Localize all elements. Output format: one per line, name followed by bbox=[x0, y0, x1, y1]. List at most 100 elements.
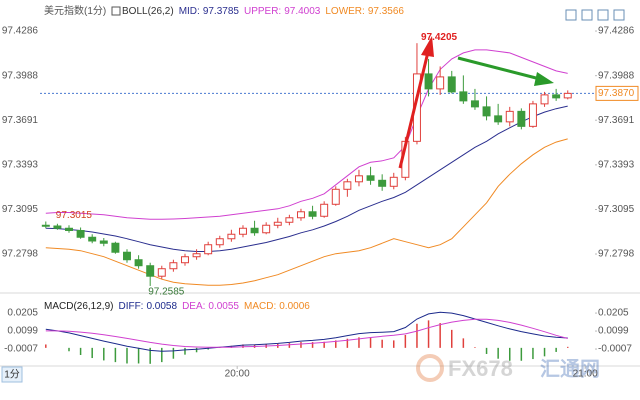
annotation-arrows bbox=[398, 36, 554, 169]
y-tick-label-right: 97.3691 bbox=[598, 115, 635, 126]
candle-body bbox=[552, 94, 561, 99]
candle-body bbox=[250, 227, 259, 234]
y-tick-label-right: 97.3095 bbox=[598, 204, 635, 215]
candle-body bbox=[470, 100, 479, 108]
watermark-brand: FX678 bbox=[448, 356, 513, 381]
price-label-box bbox=[595, 85, 639, 101]
candle-body bbox=[389, 176, 398, 187]
candle-body bbox=[447, 76, 456, 93]
y-tick-label: 97.3393 bbox=[2, 160, 39, 171]
red-arrow-head bbox=[421, 36, 434, 57]
legend-name: UPPER: bbox=[244, 6, 281, 17]
y-tick-label: -0.0007 bbox=[4, 344, 38, 355]
candle-body bbox=[273, 221, 282, 226]
candle-body bbox=[169, 262, 178, 270]
legend-value: 97.3566 bbox=[368, 6, 405, 17]
candle-body bbox=[215, 238, 224, 246]
legend-name: MID: bbox=[179, 6, 200, 17]
green-arrow bbox=[457, 56, 541, 81]
line-series bbox=[45, 318, 568, 348]
legend-value: 0.0058 bbox=[146, 301, 177, 312]
candle-body bbox=[181, 256, 189, 264]
candle-body bbox=[76, 230, 85, 238]
green-arrow-head bbox=[534, 72, 554, 86]
line-series bbox=[45, 105, 568, 252]
legend-name: DEA: bbox=[182, 301, 205, 312]
candle-body bbox=[331, 188, 340, 205]
candle-body bbox=[146, 265, 155, 277]
legend-value: 0.0055 bbox=[208, 301, 239, 312]
candle-body bbox=[262, 224, 271, 234]
indicator-name: BOLL(26,2) bbox=[122, 6, 174, 17]
candle-body bbox=[134, 259, 143, 267]
candle-body bbox=[204, 244, 213, 255]
icon[interactable] bbox=[613, 9, 625, 21]
candle-body bbox=[517, 110, 526, 127]
price-label: 97.3870 bbox=[598, 88, 635, 99]
watermark-name: 汇通网 bbox=[540, 357, 600, 380]
candle-body bbox=[88, 236, 97, 242]
legend-value: 97.4003 bbox=[284, 6, 321, 17]
candle-body bbox=[343, 181, 352, 190]
high-annotation: 97.4205 bbox=[421, 32, 458, 43]
panel-title: MACD(26,12,9) bbox=[44, 301, 113, 312]
candle-body bbox=[123, 251, 131, 261]
candle-body bbox=[285, 217, 294, 223]
candle-body bbox=[157, 268, 166, 277]
panel-header: MACD(26,12,9) DIFF: 0.0058 DEA: 0.0055 MACD: 0… bbox=[44, 301, 310, 312]
y-tick-label: 0.0205 bbox=[7, 308, 38, 319]
y-tick-label-right: 97.3988 bbox=[598, 70, 635, 81]
candle-body bbox=[192, 253, 201, 258]
period-button-label[interactable]: 1分 bbox=[4, 369, 20, 381]
panel-header: 美元指数(1分) BOLL(26,2) MID: 97.3785 UPPER: 97.40… bbox=[44, 4, 404, 17]
icon[interactable] bbox=[565, 9, 577, 21]
y-tick-label: 97.3691 bbox=[2, 115, 39, 126]
candle-body bbox=[366, 175, 375, 181]
icon[interactable] bbox=[581, 9, 593, 21]
start-annotation: 97.3015 bbox=[56, 210, 93, 221]
line-series bbox=[45, 311, 568, 352]
watermark-logo bbox=[416, 354, 444, 382]
y-tick-label: 97.4286 bbox=[2, 26, 39, 37]
y-tick-label: 97.2798 bbox=[2, 249, 39, 260]
x-tick-label: 21:00 bbox=[573, 369, 598, 380]
y-tick-label-right: 97.2798 bbox=[598, 249, 635, 260]
y-tick-label-right: 0.0099 bbox=[598, 326, 629, 337]
candle-body bbox=[238, 227, 247, 235]
x-tick-label: 20:00 bbox=[225, 369, 250, 380]
candle-body bbox=[482, 106, 491, 117]
watermark: FX678 汇通网 bbox=[416, 354, 600, 382]
candle-body bbox=[320, 203, 329, 217]
red-arrow bbox=[398, 51, 430, 169]
y-tick-label-right: -0.0007 bbox=[598, 344, 632, 355]
candle-body bbox=[53, 225, 62, 229]
legend-name: LOWER: bbox=[325, 6, 364, 17]
candle-body bbox=[65, 227, 73, 232]
checkbox-icon[interactable] bbox=[111, 6, 121, 16]
candle-body bbox=[111, 242, 120, 253]
icon[interactable] bbox=[597, 9, 609, 21]
line-series bbox=[45, 138, 568, 286]
legend-value: 97.3785 bbox=[203, 6, 240, 17]
y-tick-label-right: 0.0205 bbox=[598, 308, 629, 319]
period-button[interactable] bbox=[1, 366, 23, 383]
candle-body bbox=[378, 179, 387, 187]
y-tick-label: 97.3988 bbox=[2, 70, 39, 81]
candle-body bbox=[436, 76, 445, 90]
candle-body bbox=[494, 115, 503, 123]
legend-name: MACD: bbox=[244, 301, 276, 312]
y-tick-label: 0.0099 bbox=[7, 326, 38, 337]
y-tick-label: 97.3095 bbox=[2, 204, 39, 215]
candle-body bbox=[505, 110, 514, 123]
candle-body bbox=[227, 233, 236, 240]
plot: 美元指数(1分) BOLL(26,2) MID: 97.3785 UPPER: 97.40… bbox=[2, 4, 639, 380]
candle-body bbox=[424, 73, 433, 90]
candle-body bbox=[563, 92, 572, 99]
y-tick-label-right: 97.3393 bbox=[598, 160, 635, 171]
candle-body bbox=[41, 224, 50, 227]
candle-body bbox=[308, 211, 317, 217]
candle-body bbox=[99, 240, 108, 244]
candle-body bbox=[459, 91, 468, 102]
